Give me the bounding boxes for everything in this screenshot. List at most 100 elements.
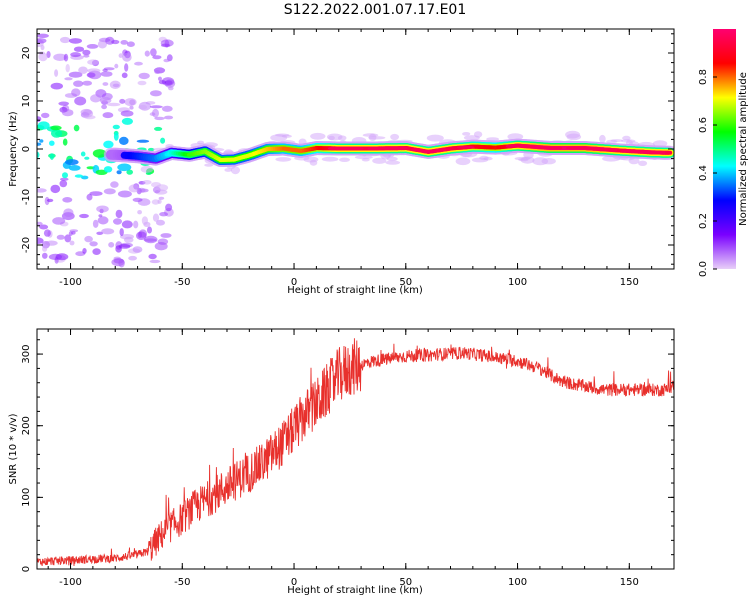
- spectrogram-halo-blob: [462, 132, 471, 136]
- y-tick-label: 20: [21, 47, 32, 60]
- y-tick-label: 100: [21, 488, 32, 507]
- x-tick-label: 0: [291, 277, 297, 288]
- spectrogram-noise-blob: [148, 253, 157, 260]
- spectrogram-noise-blob: [103, 188, 116, 195]
- spectrogram-halo-blob: [224, 168, 232, 172]
- spectrogram-noise-blob: [152, 55, 162, 60]
- spectrogram-noise-blob: [118, 53, 124, 58]
- spectrogram-noise-blob: [73, 124, 80, 132]
- colorbar: 0.0 0.2 0.4 0.6 0.8 Normalized spectral ampl…: [698, 29, 749, 277]
- spectrogram-halo-blob: [385, 160, 401, 165]
- spectrogram-noise-blob: [159, 212, 169, 217]
- spectrogram-noise-blob: [63, 53, 69, 62]
- spectrogram-noise-blob: [115, 245, 122, 253]
- spectrogram-noise-blob: [133, 220, 139, 229]
- spectrogram-noise-blob: [161, 105, 173, 112]
- spectrogram-noise-blob: [107, 102, 121, 107]
- spectrogram-noise-blob: [92, 219, 99, 228]
- spectrogram-noise-blob: [38, 52, 48, 62]
- spectrogram-noise-blob: [121, 117, 133, 125]
- spectrogram-noise-blob: [65, 159, 79, 166]
- spectrogram-peak: [517, 144, 532, 148]
- spectrogram-noise-blob: [70, 52, 81, 58]
- spectrogram-noise-blob: [45, 240, 58, 246]
- spectrogram-noise-blob: [150, 90, 162, 97]
- spectrogram-noise-blob: [121, 72, 128, 79]
- spectrogram-noise-blob: [134, 61, 143, 66]
- spectrogram-noise-blob: [115, 209, 123, 219]
- spectrogram-noise-blob: [137, 210, 143, 215]
- spectrogram-noise-blob: [113, 218, 122, 225]
- spectrogram-noise-blob: [132, 197, 143, 202]
- spectrogram-noise-blob: [158, 196, 165, 200]
- spectrogram-noise-blob: [37, 237, 44, 244]
- spectrogram-halo-blob: [652, 140, 668, 147]
- spectrogram-noise-blob: [43, 229, 51, 237]
- spectrogram-noise-blob: [150, 48, 157, 57]
- x-tick-label: 100: [508, 577, 527, 588]
- spectrogram-noise-blob: [97, 40, 107, 49]
- spectrogram-halo-blob: [275, 157, 292, 162]
- spectrogram-noise-blob: [129, 105, 134, 110]
- spectrogram-noise-blob: [49, 153, 55, 160]
- spectrogram-noise-blob: [90, 94, 102, 103]
- spectrogram-halo-blob: [390, 133, 399, 141]
- spectrogram-noise-blob: [99, 97, 112, 104]
- spectrogram-noise-blob: [152, 213, 160, 222]
- spectrogram-noise-blob: [42, 252, 48, 259]
- spectrogram-noise-blob: [44, 196, 50, 206]
- x-tick-label: 150: [620, 277, 639, 288]
- spectrogram-noise-blob: [74, 96, 87, 106]
- spectrogram-noise-blob: [51, 129, 63, 138]
- spectrogram-noise-blob: [117, 163, 132, 172]
- x-tick-label: 150: [620, 577, 639, 588]
- spectrogram-noise-blob: [101, 104, 107, 110]
- spectrogram-noise-blob: [117, 190, 132, 198]
- spectrogram-halo-blob: [622, 135, 631, 141]
- colorbar-tick-label: 0.2: [698, 213, 709, 229]
- spectrogram-noise-blob: [158, 76, 162, 82]
- spectrogram-halo-blob: [354, 155, 373, 160]
- spectrogram-noise-blob: [86, 44, 99, 49]
- spectrogram-xlabel: Height of straight line (km): [287, 285, 423, 296]
- spectrogram-peak: [456, 145, 475, 149]
- spectrogram-noise-blob: [111, 39, 120, 45]
- spectrogram-noise-blob: [88, 70, 102, 80]
- spectrogram-noise-blob: [141, 216, 148, 225]
- spectrogram-halo-blob: [426, 134, 444, 142]
- spectrogram-noise-blob: [60, 177, 69, 181]
- spectrogram-noise-blob: [160, 233, 172, 238]
- spectrogram-noise-blob: [61, 109, 74, 117]
- spectrogram-peak: [589, 147, 608, 151]
- spectrogram-noise-blob: [64, 77, 73, 81]
- spectrogram-noise-blob: [144, 50, 150, 57]
- spectrogram-noise-blob: [138, 72, 150, 80]
- spectrogram-noise-blob: [65, 63, 70, 73]
- spectrogram-halo-blob: [310, 132, 326, 140]
- colorbar-bar: [713, 29, 736, 269]
- spectrogram-noise-blob: [60, 36, 71, 44]
- spectrogram-halo-blob: [361, 157, 370, 162]
- spectrogram-halo-blob: [140, 165, 154, 173]
- spectrogram-noise-blob: [83, 54, 90, 58]
- spectrogram-noise-blob: [37, 221, 43, 226]
- spectrogram-noise-blob: [168, 86, 174, 91]
- spectrogram-noise-blob: [158, 80, 166, 85]
- spectrogram-noise-blob: [118, 259, 125, 268]
- spectrogram-noise-blob: [147, 226, 152, 234]
- spectrogram-noise-blob: [122, 52, 132, 62]
- spectrogram-noise-blob: [102, 112, 114, 119]
- spectrogram-noise-blob: [46, 198, 54, 203]
- spectrogram-noise-blob: [87, 59, 99, 65]
- spectrogram-halo-blob: [204, 163, 214, 167]
- spectrogram-noise-blob: [37, 116, 42, 122]
- spectrogram-noise-blob: [89, 191, 103, 197]
- spectrogram-noise-blob: [48, 253, 63, 260]
- spectrogram-peak: [370, 146, 384, 150]
- spectrogram-noise-blob: [80, 151, 86, 157]
- spectrogram-peak: [659, 151, 666, 155]
- spectrogram-noise-blob: [54, 69, 59, 77]
- spectrogram-noise-blob: [73, 80, 84, 87]
- spectrogram-noise-blob: [126, 41, 135, 47]
